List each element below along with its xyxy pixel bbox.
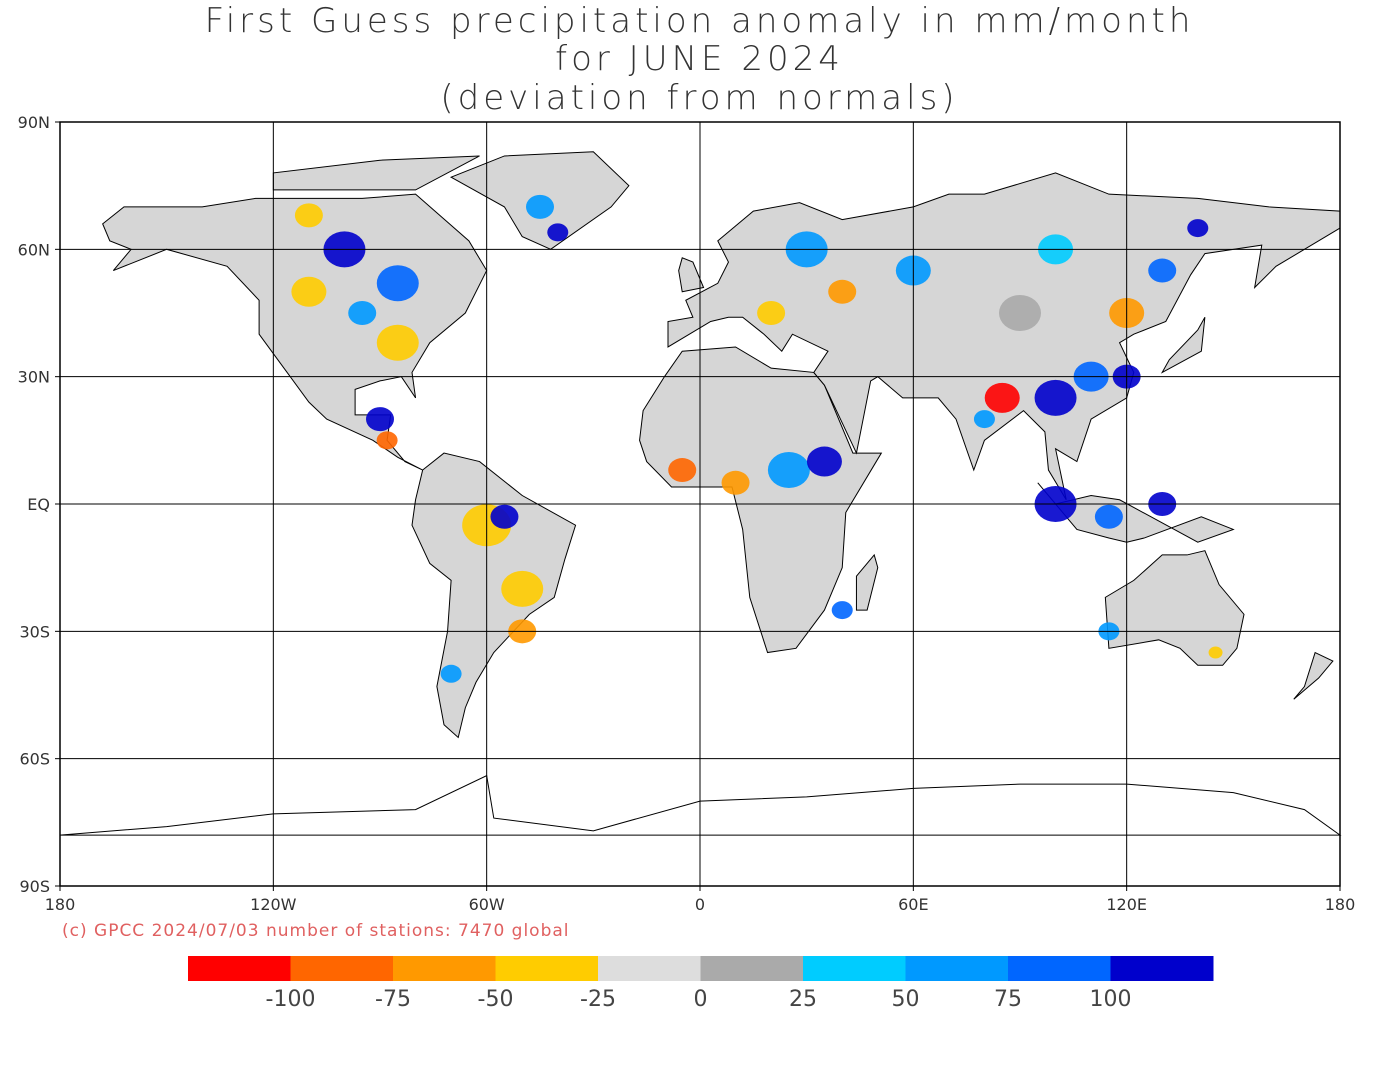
- legend-swatch: [803, 956, 906, 981]
- anomaly-region: [785, 231, 828, 268]
- anomaly-region: [1187, 219, 1209, 238]
- anomaly-region: [806, 446, 842, 477]
- anomaly-region: [973, 410, 995, 429]
- legend-label: 100: [1090, 987, 1132, 1012]
- anomaly-region: [526, 194, 554, 219]
- anomaly-region: [440, 664, 462, 683]
- land-japan: [1160, 317, 1206, 374]
- title-line-1: First Guess precipitation anomaly in mm/…: [204, 1, 1195, 41]
- anomaly-region: [376, 324, 419, 361]
- land-uk: [678, 257, 705, 293]
- anomaly-region: [999, 295, 1041, 331]
- land-madagascar: [855, 553, 879, 611]
- anomaly-region: [294, 203, 323, 228]
- anomaly-region: [831, 601, 853, 620]
- anomaly-region: [462, 504, 512, 547]
- anomaly-region: [291, 276, 327, 307]
- anomaly-region: [757, 301, 786, 325]
- map-frame: [59, 121, 1341, 887]
- anomaly-region: [547, 223, 569, 242]
- anomaly-region: [348, 301, 377, 325]
- anomaly-region: [1208, 646, 1223, 659]
- land-greenland: [449, 151, 630, 250]
- legend-swatch: [188, 956, 291, 981]
- lon-label: 120W: [250, 895, 297, 914]
- anomaly-region: [1094, 504, 1123, 529]
- anomaly-region: [490, 504, 519, 529]
- legend-swatch: [905, 956, 1009, 981]
- anomaly-region: [508, 619, 537, 644]
- anomaly-region: [767, 452, 810, 489]
- anomaly-region: [984, 382, 1020, 413]
- anomaly-region: [668, 458, 697, 483]
- legend-label: 25: [789, 987, 817, 1012]
- anomaly-region: [721, 470, 750, 495]
- title-line-3: (deviation from normals): [440, 78, 959, 118]
- land-africa: [639, 346, 883, 654]
- anomaly-region: [1112, 364, 1141, 389]
- lon-label: 0: [695, 895, 705, 914]
- land-indonesia: [1037, 482, 1235, 543]
- title-line-2: for JUNE 2024: [555, 39, 844, 79]
- lon-label: 120E: [1106, 895, 1147, 914]
- anomaly-region: [1098, 622, 1120, 641]
- legend-label: 50: [892, 987, 920, 1012]
- legend-label: 75: [994, 987, 1022, 1012]
- lat-label: 60S: [19, 750, 50, 769]
- lon-label: 180: [45, 895, 76, 914]
- legend-swatch: [1008, 956, 1111, 981]
- legend-swatch: [598, 956, 701, 981]
- anomaly-region: [1109, 298, 1145, 328]
- legend-swatch: [700, 956, 804, 981]
- anomaly-region: [1148, 492, 1177, 516]
- land-south-america: [411, 452, 577, 739]
- legend-label: -75: [375, 987, 411, 1012]
- lat-label: 30S: [19, 622, 50, 641]
- lon-label: 60W: [469, 895, 505, 914]
- lat-label: 30N: [18, 368, 50, 387]
- anomaly-region: [1034, 486, 1077, 522]
- legend-swatch: [290, 956, 394, 981]
- legend-swatch: [393, 956, 496, 981]
- anomaly-region: [1038, 234, 1074, 265]
- legend-label: -25: [580, 987, 616, 1012]
- land-new-zealand: [1293, 651, 1334, 700]
- anomaly-region: [895, 255, 931, 286]
- anomaly-region: [1034, 379, 1077, 416]
- legend-label: -50: [478, 987, 514, 1012]
- legend-label: -100: [266, 987, 316, 1012]
- legend-swatch: [495, 956, 599, 981]
- anomaly-region: [1073, 361, 1109, 392]
- lon-label: 180: [1325, 895, 1356, 914]
- anomaly-region: [1148, 258, 1177, 283]
- land-antarctica-outline: [59, 774, 1342, 836]
- anomaly-region: [501, 570, 544, 607]
- lat-label: 90S: [19, 877, 50, 896]
- land-north-america: [102, 193, 488, 471]
- legend-swatch: [1110, 956, 1214, 981]
- anomaly-region: [376, 431, 398, 450]
- anomaly-region: [828, 279, 857, 304]
- land-australia: [1104, 550, 1245, 666]
- lat-label: EQ: [27, 495, 50, 514]
- anomaly-region: [366, 407, 394, 432]
- land-eurasia: [667, 172, 1341, 501]
- lon-label: 60E: [898, 895, 928, 914]
- lat-label: 60N: [18, 240, 50, 259]
- credit-text: (c) GPCC 2024/07/03 number of stations: …: [62, 921, 570, 941]
- land-arctic-islands: [272, 155, 480, 191]
- legend-label: 0: [694, 987, 708, 1012]
- anomaly-region: [323, 231, 366, 268]
- anomaly-region: [376, 265, 419, 302]
